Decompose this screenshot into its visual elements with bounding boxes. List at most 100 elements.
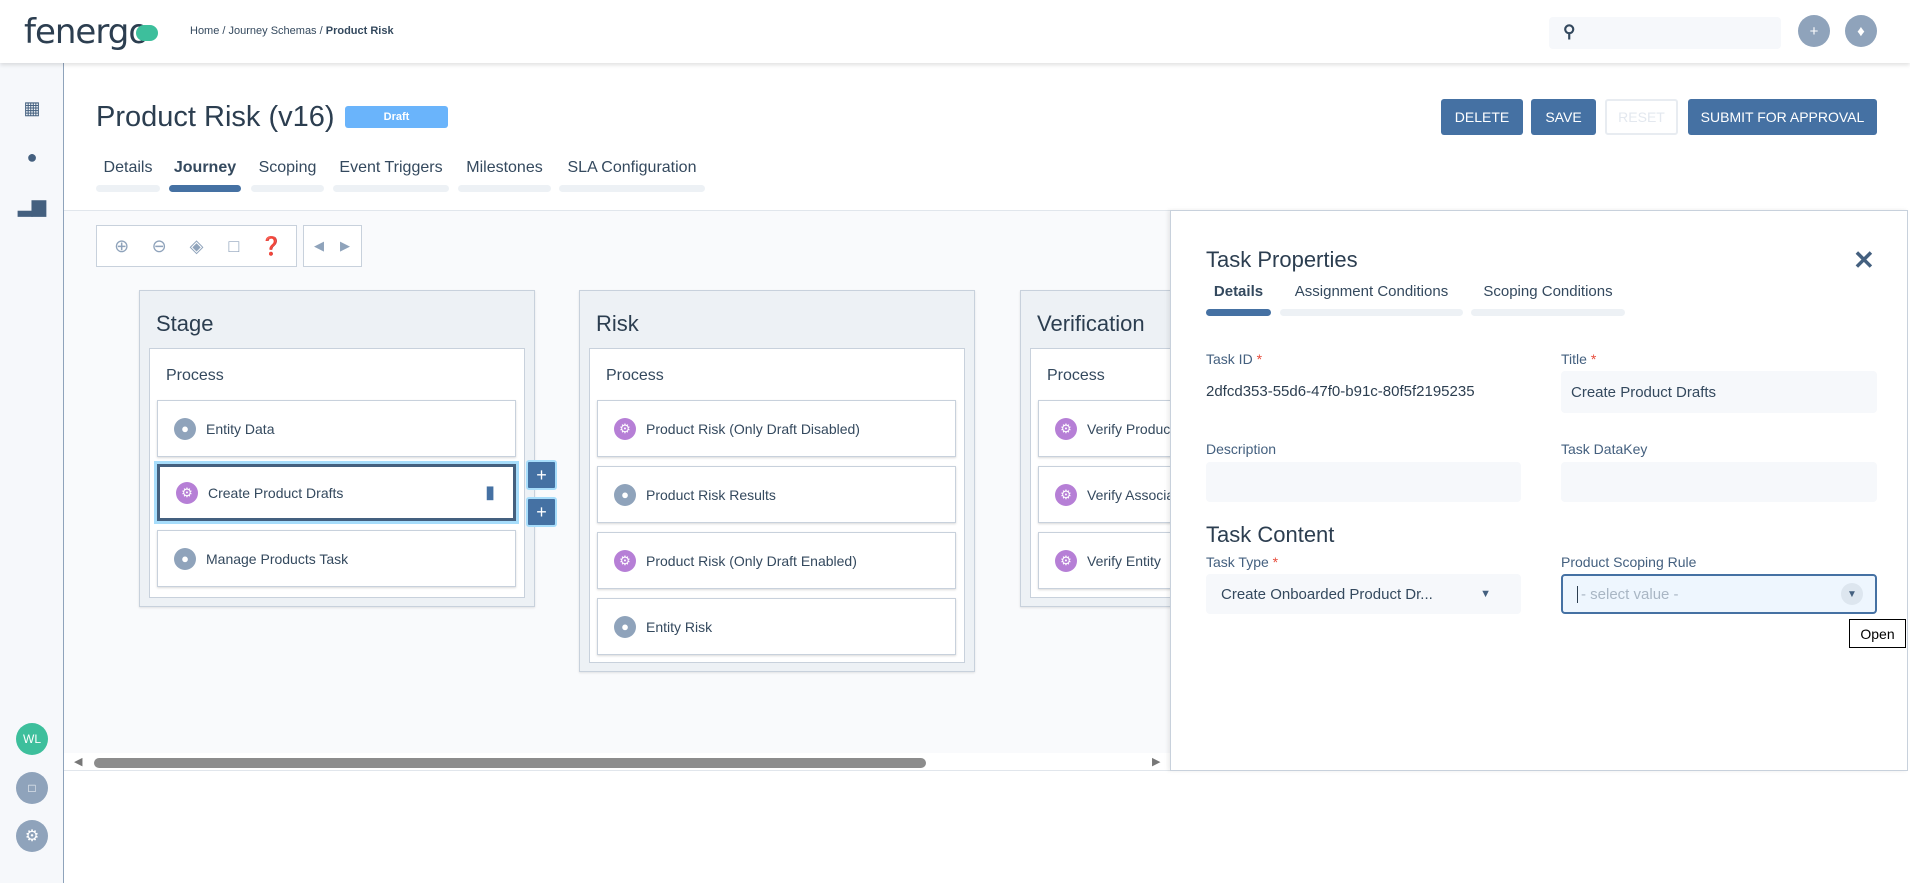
tab-milestones[interactable]: Milestones [466,159,543,176]
chevron-down-icon[interactable]: ▼ [1841,583,1863,605]
tooltip: Open [1849,619,1906,648]
task-datakey-input[interactable] [1561,462,1877,502]
unlock-icon[interactable]: □ [228,235,240,256]
title-input[interactable]: Create Product Drafts [1561,371,1877,413]
chart-icon[interactable]: ▂▆ [18,195,46,216]
product-scoping-rule-label: Product Scoping Rule [1561,554,1697,570]
new-folder-icon[interactable]: + [1798,15,1830,47]
book-icon[interactable]: □ [16,772,48,804]
top-header: fenergo Home / Journey Schemas / Product… [0,0,1910,63]
chevron-down-icon: ▼ [1480,588,1491,600]
breadcrumb: Home / Journey Schemas / Product Risk [190,25,394,37]
nav-toolbar: ◀ ▶ [303,225,362,267]
tab-indicator [458,185,551,192]
task-label: Product Risk Results [646,486,776,503]
add-task-above-button[interactable]: + [526,460,557,490]
task-card[interactable]: ● Manage Products Task [157,530,516,587]
prev-icon[interactable]: ◀ [314,238,324,253]
description-label: Description [1206,441,1277,457]
tab-indicator [251,185,324,192]
sidebar [0,63,64,883]
product-scoping-rule-select[interactable]: - select value - ▼ [1561,574,1877,614]
process-title: Process [1047,367,1105,384]
scroll-left-icon[interactable]: ◀ [74,756,83,768]
task-type-select[interactable]: Create Onboarded Product Dr... ▼ [1206,574,1521,614]
status-badge: Draft [345,106,448,128]
process-title: Process [166,367,224,384]
breadcrumb-current: Product Risk [325,25,394,37]
task-label: Product Risk (Only Draft Enabled) [646,552,857,569]
add-task-below-button[interactable]: + [526,497,557,527]
panel-tab-indicator-active [1206,309,1271,316]
tab-sla-configuration[interactable]: SLA Configuration [567,159,697,176]
task-id-label: Task ID * [1206,351,1263,367]
panel-tab-scoping-conditions[interactable]: Scoping Conditions [1483,283,1613,300]
task-type-label: Task Type * [1206,554,1279,570]
reset-button[interactable]: RESET [1605,99,1678,135]
horizontal-scrollbar[interactable]: ◀ ▶ [64,753,1170,770]
panel-tab-assignment-conditions[interactable]: Assignment Conditions [1294,283,1449,300]
zoom-out-icon[interactable]: ⊖ [151,235,167,256]
task-label: Product Risk (Only Draft Disabled) [646,420,860,437]
tab-scoping[interactable]: Scoping [258,159,317,176]
save-button[interactable]: SAVE [1531,99,1596,135]
tab-details[interactable]: Details [103,159,153,176]
tab-event-triggers[interactable]: Event Triggers [339,159,443,176]
bell-icon[interactable]: ♦ [1845,15,1877,47]
title-label: Title * [1561,351,1597,367]
submit-for-approval-button[interactable]: SUBMIT FOR APPROVAL [1688,99,1877,135]
user-task-icon: ● [174,547,196,570]
task-card[interactable]: ● Entity Risk [597,598,956,655]
task-properties-panel: Task Properties ✕ Details Assignment Con… [1170,210,1908,771]
delete-button[interactable]: DELETE [1441,99,1523,135]
task-label: Entity Data [206,420,275,437]
task-label: Verify Products [1087,420,1182,437]
breadcrumb-sep: / [316,25,326,37]
task-type-value: Create Onboarded Product Dr... [1221,585,1433,603]
trash-icon[interactable]: ▮ [485,482,495,502]
scroll-right-icon[interactable]: ▶ [1152,756,1161,768]
breadcrumb-home[interactable]: Home [190,25,220,37]
stage-title: Stage [156,311,214,336]
tab-indicator [333,185,449,192]
search-input[interactable]: ⚲ [1549,17,1781,49]
gear-icon[interactable]: ⚙ [16,820,48,852]
next-icon[interactable]: ▶ [340,238,350,253]
avatar[interactable]: WL [16,723,48,755]
task-card[interactable]: ⚙ Product Risk (Only Draft Disabled) [597,400,956,457]
tab-indicator-active [169,185,241,192]
task-label: Verify Entity [1087,552,1161,569]
user-task-icon: ● [174,417,196,440]
system-task-icon: ⚙ [1055,549,1077,572]
panel-tab-details[interactable]: Details [1213,283,1264,300]
breadcrumb-journey-schemas[interactable]: Journey Schemas [228,25,317,37]
dashboard-icon[interactable]: ▦ [23,97,41,118]
task-content-heading: Task Content [1206,522,1335,547]
stage-title: Verification [1037,311,1145,336]
close-icon[interactable]: ✕ [1853,245,1875,275]
system-task-icon: ⚙ [176,481,198,504]
panel-tab-indicator [1471,309,1625,316]
process-group: Process ● Entity Data ⚙ Create Product Dra… [149,348,525,598]
select-placeholder: - select value - [1577,585,1679,603]
zoom-in-icon[interactable]: ⊕ [114,235,130,256]
task-card-selected[interactable]: ⚙ Create Product Drafts ▮ [157,464,516,521]
stage-title: Risk [596,311,639,336]
user-task-icon: ● [614,483,636,506]
description-input[interactable] [1206,462,1521,502]
task-card[interactable]: ● Entity Data [157,400,516,457]
task-card[interactable]: ⚙ Product Risk (Only Draft Enabled) [597,532,956,589]
process-group: Process ⚙ Product Risk (Only Draft Disabl… [589,348,965,663]
tab-journey[interactable]: Journey [173,159,237,176]
breadcrumb-sep: / [219,25,229,37]
task-id-value: 2dfcd353-55d6-47f0-b91c-80f5f2195235 [1206,383,1475,400]
scrollbar-thumb[interactable] [94,758,926,768]
logo-mark [136,25,158,41]
help-icon[interactable]: ❓ [260,235,283,256]
user-icon[interactable]: ● [26,146,38,167]
center-icon[interactable]: ◈ [189,235,204,256]
logo[interactable]: fenergo [24,12,149,52]
task-label: Manage Products Task [206,550,349,567]
system-task-icon: ⚙ [614,549,636,572]
task-card[interactable]: ● Product Risk Results [597,466,956,523]
